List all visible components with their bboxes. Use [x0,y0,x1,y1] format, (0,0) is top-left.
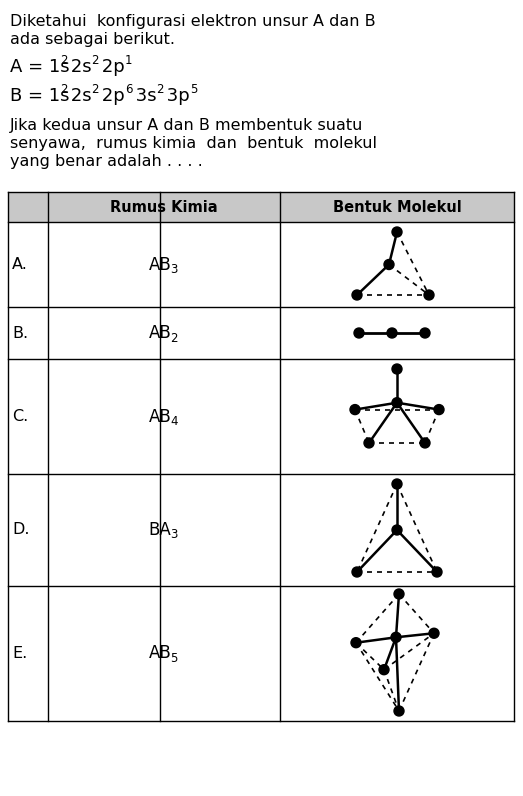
Text: 3: 3 [170,263,178,276]
Circle shape [354,328,364,338]
Circle shape [392,364,402,374]
Text: 3p: 3p [161,87,190,105]
Text: 2p: 2p [96,87,125,105]
Circle shape [429,628,439,638]
Circle shape [352,567,362,577]
Circle shape [351,638,361,648]
Text: 2: 2 [91,83,98,96]
Text: 2s: 2s [65,58,92,76]
Text: A = 1s: A = 1s [10,58,70,76]
Text: AB: AB [149,324,172,342]
Circle shape [424,290,434,300]
Text: ada sebagai berikut.: ada sebagai berikut. [10,32,175,47]
Text: 2: 2 [170,331,178,345]
Circle shape [379,665,389,675]
Text: 2s: 2s [65,87,92,105]
Circle shape [392,227,402,237]
Text: C.: C. [12,409,28,424]
Text: AB: AB [149,256,172,274]
Text: AB: AB [149,408,172,426]
Circle shape [392,525,402,535]
Circle shape [391,632,401,642]
Circle shape [394,589,404,599]
Text: Jika kedua unsur A dan B membentuk suatu: Jika kedua unsur A dan B membentuk suatu [10,118,363,133]
Circle shape [420,328,430,338]
Text: Bentuk Molekul: Bentuk Molekul [333,200,461,214]
Text: 3: 3 [170,529,178,541]
Text: 2p: 2p [96,58,125,76]
Text: senyawa,  rumus kimia  dan  bentuk  molekul: senyawa, rumus kimia dan bentuk molekul [10,136,377,151]
Bar [8,192,514,721]
Text: 2: 2 [156,83,164,96]
Text: 2: 2 [60,83,67,96]
Circle shape [394,706,404,716]
Text: 2: 2 [60,54,67,67]
Text: 3s: 3s [130,87,156,105]
Circle shape [392,398,402,408]
Text: 2: 2 [91,54,98,67]
Text: B.: B. [12,326,28,341]
Text: 6: 6 [125,83,132,96]
Text: A.: A. [12,257,28,272]
Circle shape [434,404,444,415]
Bar [8,192,514,222]
Circle shape [420,438,430,448]
Text: yang benar adalah . . . .: yang benar adalah . . . . [10,154,203,169]
Circle shape [352,290,362,300]
Text: 5: 5 [190,83,197,96]
Text: 5: 5 [170,652,178,665]
Circle shape [364,438,374,448]
Text: Rumus Kimia: Rumus Kimia [110,200,218,214]
Circle shape [384,259,394,270]
Circle shape [432,567,442,577]
Text: Diketahui  konfigurasi elektron unsur A dan B: Diketahui konfigurasi elektron unsur A d… [10,14,376,29]
Circle shape [350,404,360,415]
Text: D.: D. [12,522,29,537]
Circle shape [387,328,397,338]
Text: AB: AB [149,645,172,662]
Text: 4: 4 [170,415,178,428]
Circle shape [392,479,402,489]
Text: BA: BA [149,521,172,539]
Text: 1: 1 [125,54,132,67]
Text: E.: E. [12,646,27,661]
Text: B = 1s: B = 1s [10,87,70,105]
